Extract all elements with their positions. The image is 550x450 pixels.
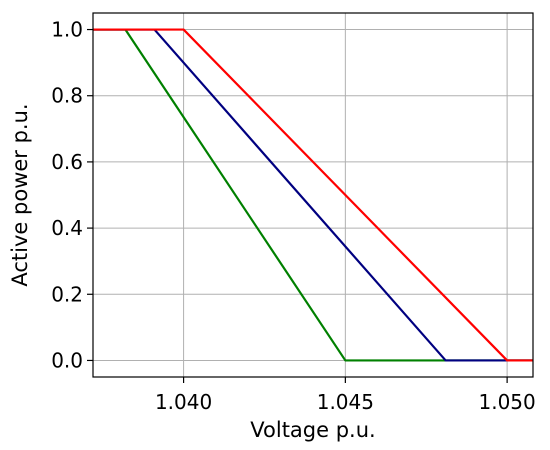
y-tick-label: 0.0 [51,348,83,372]
ticks: 1.040 1.045 1.050 0.0 0.2 0.4 0.6 0.8 1.0 [51,18,536,414]
y-tick-label: 0.4 [51,216,83,240]
plot-frame [92,12,534,378]
x-tick-label: 1.050 [478,390,535,414]
grid [93,13,533,377]
y-axis-label: Active power p.u. [8,103,32,286]
series-line-3 [93,28,533,362]
x-tick-label: 1.045 [317,390,374,414]
y-tick-label: 0.6 [51,150,83,174]
x-axis-label: Voltage p.u. [250,418,375,442]
y-tick-label: 0.2 [51,282,83,306]
y-tick-label: 0.8 [51,84,83,108]
series-line-1 [93,28,533,362]
y-tick-label: 1.0 [51,18,83,42]
x-tick-label: 1.040 [155,390,212,414]
series-layer [93,28,533,362]
